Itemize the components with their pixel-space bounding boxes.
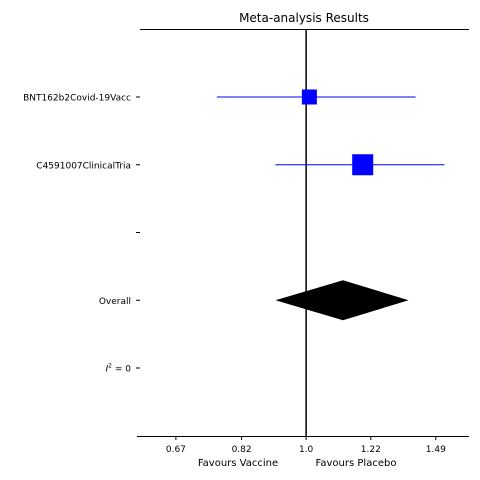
x-tick-label: 1.22: [361, 445, 381, 455]
chart-title: Meta-analysis Results: [239, 11, 369, 25]
overall-label: Overall: [99, 297, 131, 307]
study-label: BNT162b2Covid-19Vacc: [23, 94, 131, 104]
x-tick-label: 1.0: [299, 445, 314, 455]
overall-diamond: [275, 280, 409, 321]
study-marker: [352, 154, 374, 176]
x-tick-label: 1.49: [426, 445, 446, 455]
heterogeneity-label: I2 = 0: [106, 363, 132, 375]
plot-marks: BNT162b2Covid-19Vacc C4591007ClinicalTria…: [23, 30, 446, 455]
xlabel-right: Favours Placebo: [316, 458, 397, 469]
xlabel-left: Favours Vaccine: [198, 458, 278, 469]
x-tick-label: 0.82: [232, 445, 252, 455]
study-label: C4591007ClinicalTria: [36, 161, 131, 171]
x-tick-label: 0.67: [166, 445, 186, 455]
study-marker: [301, 89, 317, 105]
